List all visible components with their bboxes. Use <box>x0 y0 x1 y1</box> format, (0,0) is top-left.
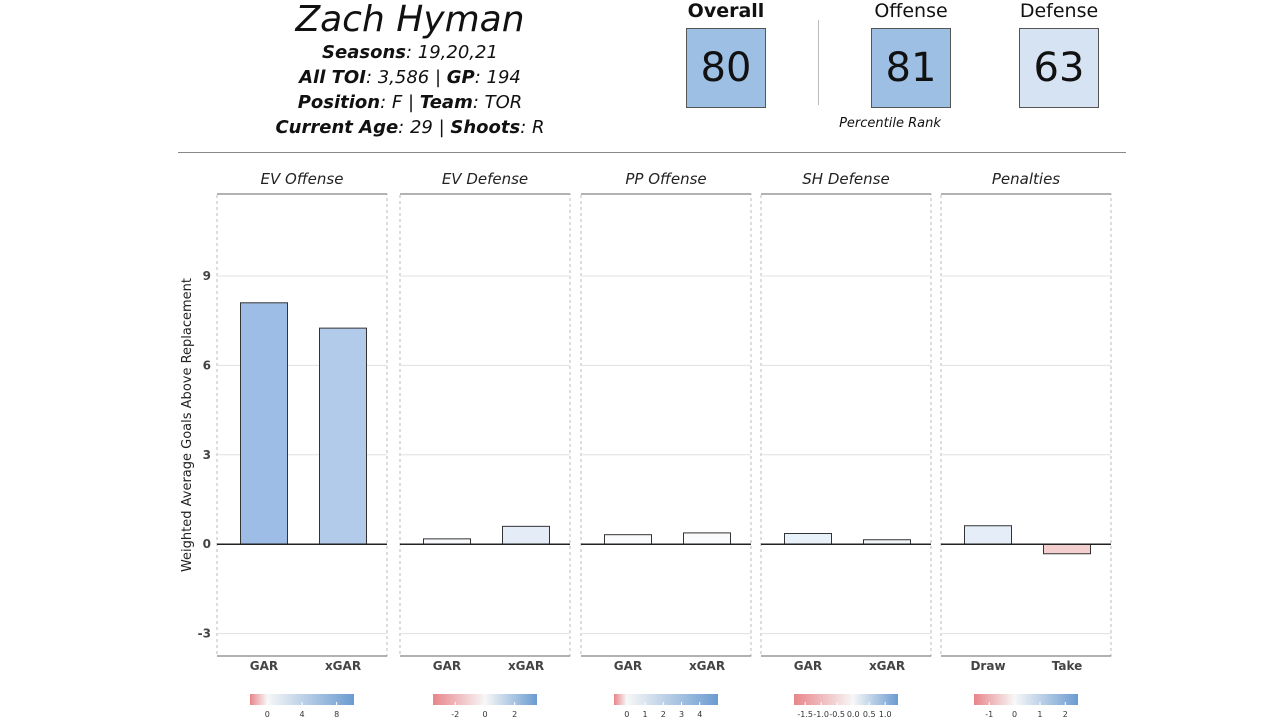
bar-xgar <box>502 525 550 545</box>
gp-value: : 194 <box>474 67 521 88</box>
team-value: : TOR <box>472 92 523 113</box>
legend-tick-label: 4 <box>697 710 702 719</box>
y-tick-label: -3 <box>198 627 211 641</box>
x-tick-label: Take <box>1052 659 1083 673</box>
defense-rank-label: Defense <box>1019 0 1099 22</box>
position-label: Position <box>297 92 381 113</box>
position-value: : F | <box>380 92 420 113</box>
bar-gar <box>423 538 471 545</box>
shoots-value: : R <box>520 117 545 138</box>
y-tick-label: 6 <box>203 358 211 372</box>
percentile-rank-caption: Percentile Rank <box>839 116 941 131</box>
legend-tick-label: 4 <box>299 710 304 719</box>
legend-tick-label: -1.5 <box>797 710 813 719</box>
legend-tick-label: 0 <box>482 710 487 719</box>
panel-border <box>940 193 1112 657</box>
legend-tick-label: -2 <box>451 710 459 719</box>
legend-tick-label: -1.0 <box>813 710 829 719</box>
legend-tick-label: 1 <box>642 710 647 719</box>
bar-gar <box>604 534 652 545</box>
player-name: Zach Hyman <box>295 0 525 40</box>
x-tick-label: GAR <box>614 659 642 673</box>
color-legend-bar <box>974 694 1078 705</box>
rank-divider <box>818 20 819 105</box>
legend-tick-label: 0 <box>624 710 629 719</box>
color-legend-bar <box>250 694 354 705</box>
position-line: Position: F | Team: TOR <box>200 90 620 115</box>
toi-value: : 3,586 | <box>365 67 447 88</box>
team-label: Team <box>419 92 473 113</box>
panel-border <box>399 193 571 657</box>
x-tick-label: Draw <box>970 659 1005 673</box>
y-tick-label: 3 <box>203 448 211 462</box>
legend-tick-label: 3 <box>679 710 684 719</box>
legend-tick-label: -0.5 <box>829 710 845 719</box>
bar-draw <box>964 525 1012 545</box>
x-tick-label: xGAR <box>508 659 544 673</box>
y-tick-label: 0 <box>203 537 211 551</box>
legend-tick-label: 1 <box>1037 710 1042 719</box>
legend-tick-label: 8 <box>334 710 339 719</box>
panel-title: EV Defense <box>442 170 528 188</box>
bar-take <box>1043 543 1091 555</box>
toi-label: All TOI <box>299 67 366 88</box>
panel-title: PP Offense <box>625 170 706 188</box>
panel-title: SH Defense <box>802 170 889 188</box>
x-tick-label: xGAR <box>325 659 361 673</box>
legend-tick-label: 2 <box>661 710 666 719</box>
color-legend-bar <box>794 694 898 705</box>
x-tick-label: GAR <box>433 659 461 673</box>
bar-gar <box>784 532 832 545</box>
legend-tick-label: 0 <box>1012 710 1017 719</box>
legend-tick-label: 2 <box>512 710 517 719</box>
x-tick-label: GAR <box>250 659 278 673</box>
bar-gar <box>240 302 288 545</box>
color-legend-bar <box>433 694 537 705</box>
age-label: Current Age <box>275 117 399 138</box>
shoots-label: Shoots <box>450 117 521 138</box>
panel-title: EV Offense <box>261 170 344 188</box>
legend-tick-label: 1.0 <box>879 710 892 719</box>
gp-label: GP <box>446 67 475 88</box>
overall-rank: Overall 80 <box>681 0 771 108</box>
bar-xgar <box>319 327 367 545</box>
defense-rank: Defense 63 <box>1014 0 1104 108</box>
legend-tick-label: 0.0 <box>847 710 860 719</box>
panel-border <box>760 193 932 657</box>
overall-rank-label: Overall <box>687 0 765 22</box>
legend-tick-label: 0 <box>265 710 270 719</box>
bar-xgar <box>683 532 731 545</box>
header-divider <box>178 152 1126 153</box>
x-tick-label: xGAR <box>869 659 905 673</box>
seasons-label: Seasons <box>322 42 406 63</box>
defense-rank-box: 63 <box>1019 28 1099 108</box>
panel-title: Penalties <box>992 170 1060 188</box>
y-axis-label: Weighted Average Goals Above Replacement <box>180 278 195 572</box>
toi-line: All TOI: 3,586 | GP: 194 <box>200 65 620 90</box>
color-legend-bar <box>614 694 718 705</box>
x-tick-label: GAR <box>794 659 822 673</box>
player-info: Zach Hyman Seasons: 19,20,21 All TOI: 3,… <box>200 0 620 140</box>
y-tick-label: 9 <box>203 269 211 283</box>
seasons-value: : 19,20,21 <box>405 42 498 63</box>
age-value: : 29 | <box>398 117 451 138</box>
age-line: Current Age: 29 | Shoots: R <box>200 115 620 140</box>
offense-rank-label: Offense <box>874 0 948 22</box>
panel-border <box>580 193 752 657</box>
legend-tick-label: 2 <box>1063 710 1068 719</box>
overall-rank-box: 80 <box>686 28 766 108</box>
offense-rank: Offense 81 <box>866 0 956 108</box>
x-tick-label: xGAR <box>689 659 725 673</box>
legend-tick-label: 0.5 <box>863 710 876 719</box>
seasons-line: Seasons: 19,20,21 <box>200 40 620 65</box>
offense-rank-box: 81 <box>871 28 951 108</box>
legend-tick-label: -1 <box>985 710 993 719</box>
